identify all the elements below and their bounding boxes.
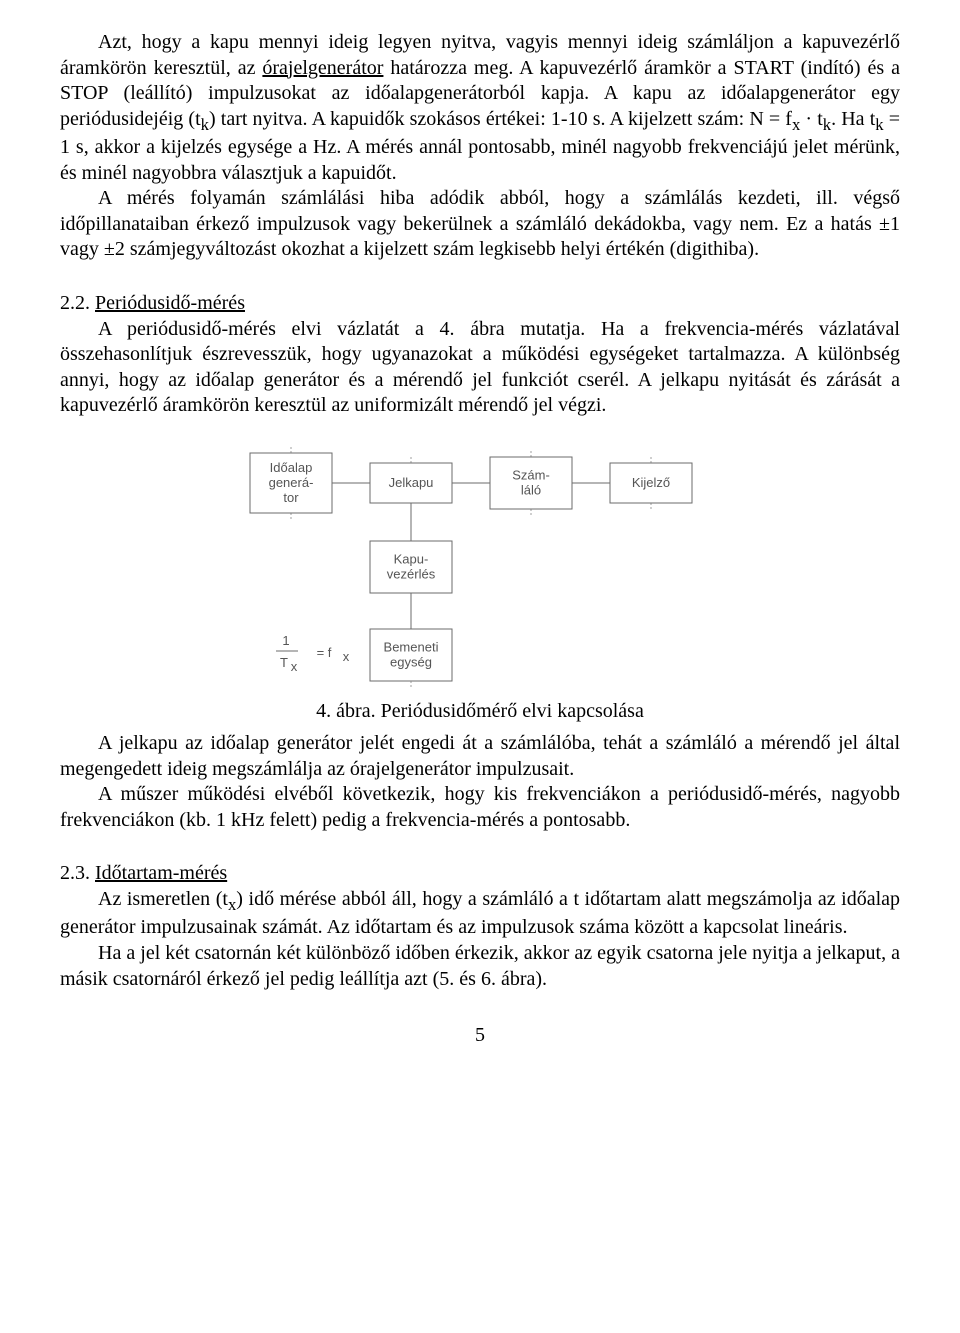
svg-text:generá-: generá- — [269, 475, 314, 490]
text: · t — [800, 108, 822, 130]
section-2-2-title: 2.2. Periódusidő-mérés — [60, 291, 900, 317]
section-number: 2.3. — [60, 862, 95, 884]
svg-text:vezérlés: vezérlés — [387, 567, 436, 582]
svg-text:x: x — [291, 659, 298, 674]
paragraph-6: Az ismeretlen (tx) idő mérése abból áll,… — [60, 887, 900, 941]
figure-4: Időalapgenerá-tor Jelkapu Szám-láló Kijelző… — [60, 433, 900, 723]
svg-text:tor: tor — [283, 490, 299, 505]
svg-text:egység: egység — [390, 655, 432, 670]
paragraph-1: Azt, hogy a kapu mennyi ideig legyen nyi… — [60, 30, 900, 186]
text: . Ha t — [831, 108, 875, 130]
svg-text:Kapu-: Kapu- — [394, 552, 429, 567]
text: Az ismeretlen (t — [98, 888, 228, 910]
svg-text:1: 1 — [282, 633, 289, 648]
section-name: Periódusidő-mérés — [95, 292, 245, 314]
paragraph-3: A periódusidő-mérés elvi vázlatát a 4. á… — [60, 317, 900, 419]
figure-4-caption: 4. ábra. Periódusidőmérő elvi kapcsolása — [60, 700, 900, 723]
svg-text:Jelkapu: Jelkapu — [389, 475, 434, 490]
text: ) tart nyitva. A kapuidők szokásos érték… — [209, 108, 792, 130]
svg-text:Bemeneti: Bemeneti — [384, 640, 439, 655]
paragraph-2: A mérés folyamán számlálási hiba adódik … — [60, 186, 900, 263]
section-name: Időtartam-mérés — [95, 862, 227, 884]
document-page: Azt, hogy a kapu mennyi ideig legyen nyi… — [0, 0, 960, 1077]
svg-text:láló: láló — [521, 483, 541, 498]
svg-text:x: x — [343, 649, 350, 664]
svg-text:T: T — [280, 655, 288, 670]
underlined-term: órajelgenerátor — [262, 57, 383, 79]
paragraph-7: Ha a jel két csatornán két különböző idő… — [60, 941, 900, 992]
page-number: 5 — [60, 1024, 900, 1047]
svg-text:Időalap: Időalap — [270, 460, 313, 475]
paragraph-5: A műszer működési elvéből következik, ho… — [60, 782, 900, 833]
subscript: k — [875, 115, 883, 134]
subscript: k — [823, 115, 831, 134]
paragraph-4: A jelkapu az időalap generátor jelét eng… — [60, 731, 900, 782]
svg-text:Szám-: Szám- — [512, 468, 550, 483]
section-2-3-title: 2.3. Időtartam-mérés — [60, 861, 900, 887]
figure-4-diagram: Időalapgenerá-tor Jelkapu Szám-láló Kijelző… — [220, 433, 740, 693]
svg-text:Kijelző: Kijelző — [632, 475, 670, 490]
svg-text:= f: = f — [317, 645, 332, 660]
section-number: 2.2. — [60, 292, 95, 314]
subscript: k — [201, 115, 209, 134]
